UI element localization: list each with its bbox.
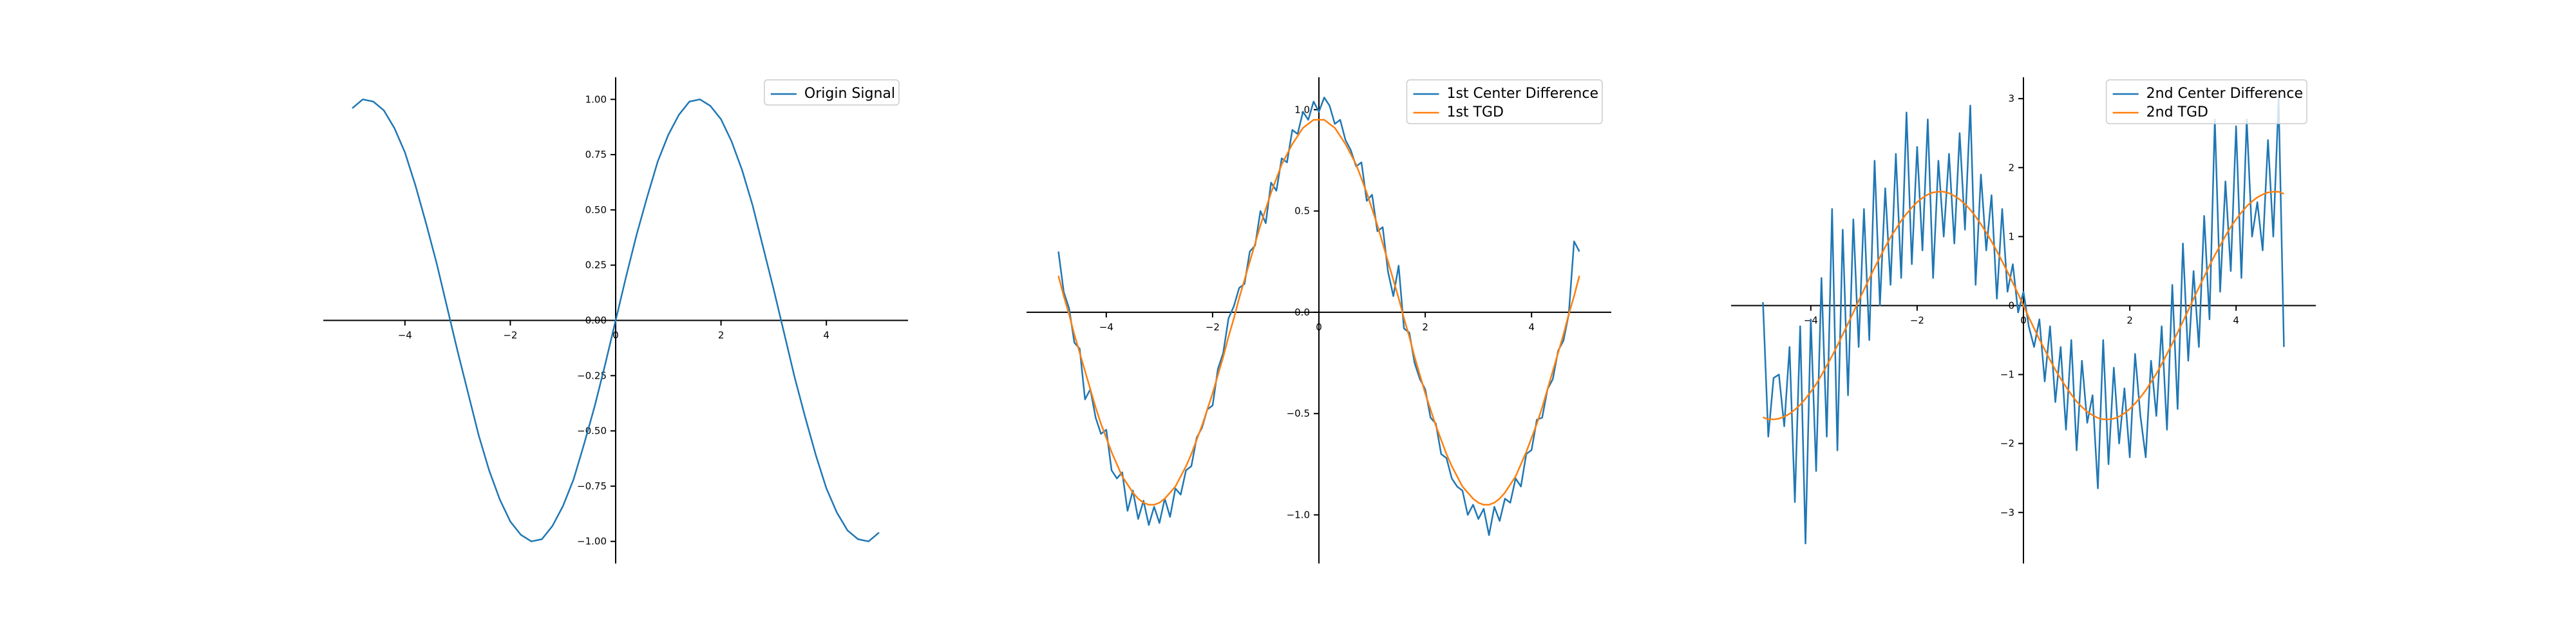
legend-box bbox=[2105, 79, 2307, 124]
y-tick-label: 1 bbox=[2008, 231, 2014, 242]
x-tick-label: −2 bbox=[503, 330, 517, 341]
y-tick-label: 0 bbox=[2008, 299, 2014, 311]
line-series bbox=[1763, 191, 2284, 421]
legend-label: 1st TGD bbox=[1446, 104, 1504, 120]
x-tick-label: 4 bbox=[2233, 314, 2239, 326]
y-tick-label: 2 bbox=[2008, 162, 2014, 173]
x-tick-label: 2 bbox=[718, 330, 724, 341]
line-series bbox=[1762, 97, 2285, 545]
x-tick-label: 4 bbox=[1528, 321, 1535, 333]
line-series bbox=[1057, 97, 1580, 536]
legend-label: Origin Signal bbox=[804, 86, 895, 102]
y-tick-label: 1.0 bbox=[1294, 104, 1310, 115]
y-tick-label: 0.75 bbox=[585, 149, 607, 160]
x-tick-label: 0 bbox=[2020, 314, 2027, 326]
subplot: −4 −2 0 2 4 −1.00 −0.75 −0.50 −0.25 0.00 0.25 0.50 0… bbox=[323, 77, 908, 564]
y-tick-label: 0.0 bbox=[1294, 307, 1310, 318]
x-tick-label: 0 bbox=[612, 330, 619, 341]
legend-label: 2nd Center Difference bbox=[2146, 86, 2303, 102]
y-tick-label: −1.00 bbox=[577, 536, 607, 547]
x-tick-label: 0 bbox=[1316, 321, 1322, 333]
y-tick-label: 0.25 bbox=[585, 260, 607, 271]
y-tick-label: 1.00 bbox=[585, 93, 607, 105]
x-tick-label: −4 bbox=[398, 330, 412, 341]
x-tick-label: −2 bbox=[1910, 314, 1924, 326]
y-tick-label: −2 bbox=[2000, 438, 2014, 450]
x-tick-label: 4 bbox=[823, 330, 829, 341]
y-tick-label: 0.00 bbox=[585, 315, 607, 327]
legend-label: 1st Center Difference bbox=[1446, 86, 1598, 102]
subplot: −4 −2 0 2 4 −1.0 −0.5 0.0 0.5 1.0 1st Center Diffe… bbox=[1027, 77, 1611, 564]
legend-label: 2nd TGD bbox=[2146, 104, 2208, 120]
legend: Origin Signal bbox=[764, 79, 900, 106]
legend-box bbox=[1406, 79, 1603, 124]
y-tick-label: −0.25 bbox=[577, 370, 607, 381]
x-tick-label: 2 bbox=[2126, 314, 2133, 326]
line-series bbox=[1057, 118, 1580, 506]
legend-box bbox=[764, 79, 900, 106]
y-tick-label: −0.5 bbox=[1287, 408, 1310, 419]
y-tick-label: 0.50 bbox=[585, 204, 607, 216]
x-tick-label: 2 bbox=[1422, 321, 1428, 333]
y-tick-label: −0.75 bbox=[577, 480, 607, 492]
y-tick-label: −1 bbox=[2000, 369, 2014, 381]
legend: 2nd Center Difference 2nd TGD bbox=[2105, 79, 2307, 124]
y-tick-label: −3 bbox=[2000, 507, 2014, 518]
x-tick-label: −2 bbox=[1206, 321, 1220, 333]
y-tick-label: 0.5 bbox=[1294, 205, 1310, 217]
y-tick-label: −0.50 bbox=[577, 425, 607, 437]
x-tick-label: −4 bbox=[1099, 321, 1113, 333]
legend: 1st Center Difference 1st TGD bbox=[1406, 79, 1603, 124]
line-series bbox=[352, 99, 880, 542]
y-tick-label: 3 bbox=[2008, 93, 2014, 104]
y-tick-label: −1.0 bbox=[1287, 509, 1310, 521]
